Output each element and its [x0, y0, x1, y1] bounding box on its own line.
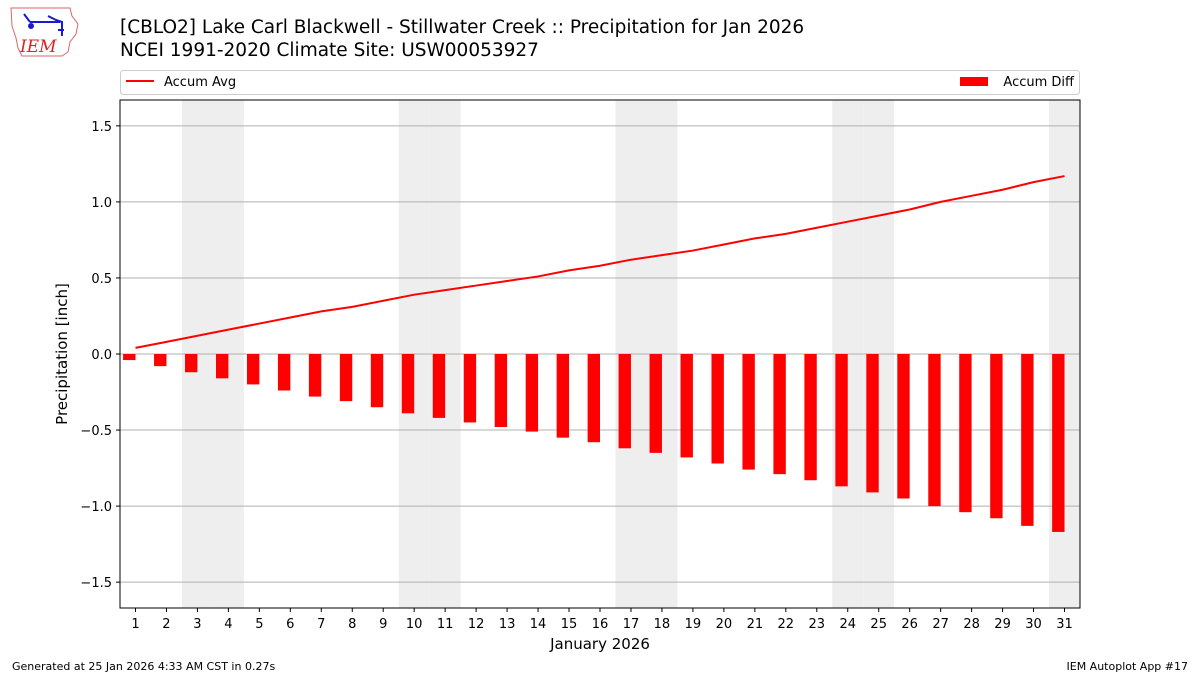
accum-diff-bar [711, 354, 724, 464]
accum-diff-bar [835, 354, 848, 487]
x-tick-label: 16 [592, 617, 609, 632]
chart-subtitle: NCEI 1991-2020 Climate Site: USW00053927 [120, 40, 539, 61]
x-tick-label: 4 [224, 617, 232, 632]
accum-diff-bar [123, 354, 136, 361]
accum-diff-bar [804, 354, 817, 481]
x-tick-label: 24 [839, 617, 856, 632]
accum-diff-bar [618, 354, 631, 449]
x-tick-label: 28 [963, 617, 980, 632]
accum-diff-bar [990, 354, 1003, 519]
footer-generated: Generated at 25 Jan 2026 4:33 AM CST in … [12, 660, 276, 673]
x-tick-label: 18 [654, 617, 671, 632]
accum-diff-bar [216, 354, 229, 379]
accum-diff-bar [494, 354, 508, 428]
accum-diff-bar [185, 354, 198, 373]
y-tick-label: 0.5 [91, 272, 112, 287]
legend: Accum Avg Accum Diff [120, 70, 1080, 95]
accum-diff-bar [680, 354, 693, 458]
x-tick-label: 12 [468, 617, 485, 632]
legend-accum-diff: Accum Diff [1003, 75, 1075, 90]
x-tick-label: 11 [437, 617, 454, 632]
legend-accum-avg: Accum Avg [164, 75, 236, 90]
y-tick-label: 0.0 [91, 348, 112, 363]
accum-diff-bar [556, 354, 570, 438]
accum-diff-bar [246, 354, 260, 385]
x-tick-label: 19 [685, 617, 702, 632]
x-tick-label: 15 [561, 617, 578, 632]
x-tick-label: 27 [932, 617, 949, 632]
accum-diff-bar [370, 354, 384, 408]
x-tick-label: 21 [747, 617, 764, 632]
accum-diff-bar [525, 354, 539, 432]
accum-diff-bar [587, 354, 600, 443]
accum-diff-bar [1052, 354, 1065, 532]
chart-title: [CBLO2] Lake Carl Blackwell - Stillwater… [120, 17, 805, 38]
x-tick-label: 30 [1025, 617, 1042, 632]
y-tick-label: −1.5 [80, 576, 112, 591]
accum-diff-bar [154, 354, 167, 367]
x-tick-label: 20 [716, 617, 733, 632]
x-tick-label: 2 [162, 617, 170, 632]
y-tick-label: 1.0 [91, 196, 112, 211]
y-tick-label: −0.5 [80, 424, 112, 439]
accum-diff-bar [432, 354, 446, 418]
x-tick-label: 9 [379, 617, 387, 632]
x-tick-label: 3 [193, 617, 201, 632]
x-tick-label: 25 [870, 617, 887, 632]
x-axis-label: January 2026 [549, 635, 650, 653]
accum-diff-bar [742, 354, 755, 470]
svg-text:IEM: IEM [19, 37, 57, 57]
accum-diff-bar [897, 354, 910, 499]
accum-diff-bar [339, 354, 353, 402]
accum-diff-bar [773, 354, 786, 475]
x-tick-label: 6 [286, 617, 294, 632]
accum-avg-line [135, 175, 1065, 349]
x-tick-label: 7 [317, 617, 325, 632]
x-tick-label: 26 [901, 617, 918, 632]
x-tick-label: 5 [255, 617, 263, 632]
y-tick-label: 1.5 [91, 120, 112, 135]
x-tick-label: 29 [994, 617, 1011, 632]
accum-diff-bar [463, 354, 477, 423]
accum-diff-bar [1021, 354, 1034, 526]
y-axis-label: Precipitation [inch] [53, 283, 71, 425]
footer-app: IEM Autoplot App #17 [1066, 660, 1189, 673]
x-tick-label: 14 [530, 617, 547, 632]
x-tick-label: 1 [131, 617, 139, 632]
x-tick-label: 22 [778, 617, 795, 632]
y-tick-label: −1.0 [80, 500, 112, 515]
accum-diff-bar [649, 354, 662, 453]
x-tick-label: 10 [406, 617, 423, 632]
iem-logo: IEM [10, 7, 79, 57]
x-tick-label: 31 [1056, 617, 1073, 632]
x-tick-label: 17 [623, 617, 640, 632]
accum-diff-bar [928, 354, 941, 507]
x-tick-label: 13 [499, 617, 516, 632]
legend-bar-swatch [960, 77, 988, 86]
accum-diff-bar [959, 354, 972, 513]
accum-diff-bar [277, 354, 291, 391]
x-tick-label: 8 [348, 617, 356, 632]
accum-diff-bar [308, 354, 322, 397]
accum-diff-bar [401, 354, 415, 414]
accum-diff-bar [866, 354, 879, 493]
x-tick-label: 23 [809, 617, 826, 632]
